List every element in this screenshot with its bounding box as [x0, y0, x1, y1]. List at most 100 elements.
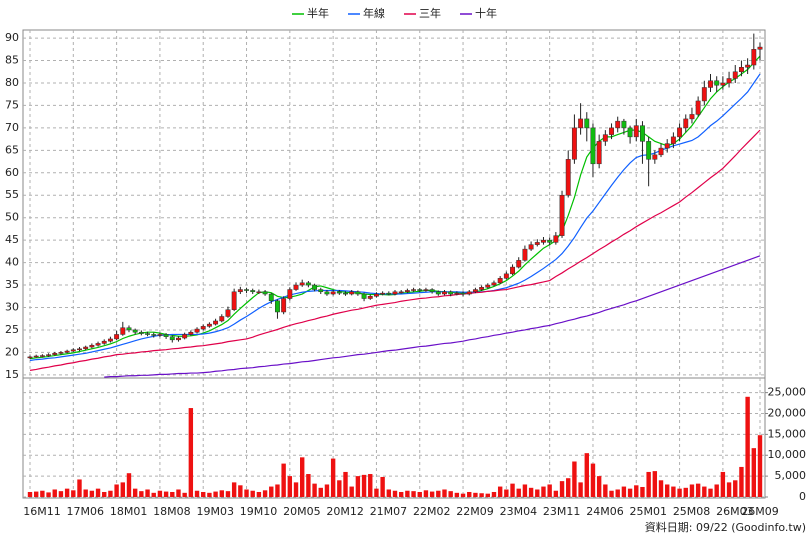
volume-bar [361, 474, 367, 497]
x-tick-label: 18M08 [153, 505, 191, 518]
volume-bar [405, 490, 410, 497]
volume-bar [559, 481, 565, 497]
volume-bar [615, 489, 620, 497]
candle-body [275, 300, 280, 313]
candle-body [398, 291, 404, 294]
volume-bar [219, 490, 224, 497]
candle-body [578, 118, 584, 129]
candle-body [714, 80, 720, 86]
volume-bar [634, 485, 639, 497]
volume-bar [726, 482, 732, 497]
volume-bar [95, 488, 101, 497]
volume-bar [225, 491, 231, 497]
volume-bar [324, 484, 330, 497]
candle-body [751, 49, 757, 66]
volume-bar [374, 488, 379, 497]
volume-bar [658, 480, 664, 497]
price-plot-frame [22, 29, 766, 379]
candle-body [670, 136, 676, 144]
volume-bar [683, 487, 688, 497]
volume-bar [157, 490, 163, 497]
legend-label: 十年 [475, 6, 497, 20]
x-tick-label: 23M04 [500, 505, 538, 518]
volume-bar [52, 489, 57, 497]
candle-body [305, 282, 311, 286]
volume-bar [269, 486, 274, 497]
candle-body [349, 291, 355, 295]
candle-body [380, 292, 386, 295]
legend-label: 三年 [419, 6, 441, 20]
candle-body [720, 82, 726, 86]
volume-bar [442, 489, 447, 497]
candle-body [39, 355, 45, 357]
volume-bar [417, 491, 422, 497]
candle-body [435, 291, 441, 295]
candle-body [627, 127, 633, 138]
volume-bar [349, 486, 354, 497]
volume-bar [287, 476, 293, 497]
volume-bar [485, 493, 490, 497]
candle-body [256, 291, 262, 294]
candle-body [534, 242, 540, 245]
candle-body [231, 291, 237, 310]
candle-body [565, 159, 571, 196]
x-tick-label: 18M01 [110, 505, 148, 518]
candle-body [46, 354, 52, 356]
candle-body [701, 87, 707, 102]
candle-body [528, 244, 534, 250]
y-tick-label: 70 [5, 121, 19, 134]
candle-body [664, 143, 670, 149]
candle-body [52, 353, 58, 355]
candle-body [708, 80, 713, 88]
volume-bar [714, 484, 719, 497]
x-tick-label: 16M11 [23, 505, 61, 518]
candle-body [33, 355, 39, 358]
candle-body [677, 127, 683, 138]
y-tick-label: 20 [5, 345, 19, 358]
volume-bar [151, 492, 156, 497]
volume-bar [473, 492, 478, 497]
candle-body [485, 284, 491, 288]
candle-body [411, 289, 417, 291]
x-tick-label: 25M01 [630, 505, 668, 518]
candle-body [262, 291, 268, 295]
volume-bar [739, 466, 744, 497]
y-tick-label: 65 [5, 143, 19, 156]
volume-bar [40, 490, 45, 497]
y-tick-label: 35 [5, 278, 19, 291]
candle-body [132, 329, 138, 333]
volume-bar [541, 486, 546, 497]
volume-bar [250, 490, 255, 497]
candle-body [510, 266, 515, 275]
x-tick-label: 20M12 [326, 505, 364, 518]
candle-body [652, 154, 658, 160]
volume-bar [671, 486, 676, 497]
volume-bar [58, 491, 64, 497]
y2-tick-label: 5,000 [775, 469, 807, 482]
volume-bar [238, 485, 243, 497]
volume-bar [757, 435, 763, 497]
volume-bar [603, 484, 608, 497]
candle-body [206, 323, 212, 327]
x-tick-label: 22M09 [456, 505, 494, 518]
volume-bar [27, 491, 33, 497]
candle-body [571, 127, 577, 160]
ma-line [29, 129, 761, 371]
volume-bar [436, 490, 441, 497]
volume-bar [708, 488, 713, 497]
volume-bar [398, 491, 404, 497]
x-tick-label: 22M02 [413, 505, 451, 518]
candle-body [541, 239, 546, 243]
candle-body [95, 343, 101, 346]
volume-bar [528, 487, 534, 497]
candle-body [757, 46, 763, 50]
candle-body [58, 352, 64, 354]
candle-body [584, 118, 590, 129]
candle-body [237, 289, 243, 293]
y-tick-label: 25 [5, 323, 19, 336]
volume-bar [337, 480, 342, 497]
volume-bar [64, 488, 70, 497]
volume-bar [145, 489, 150, 497]
volume-bar [343, 471, 348, 497]
candle-body [225, 309, 231, 317]
